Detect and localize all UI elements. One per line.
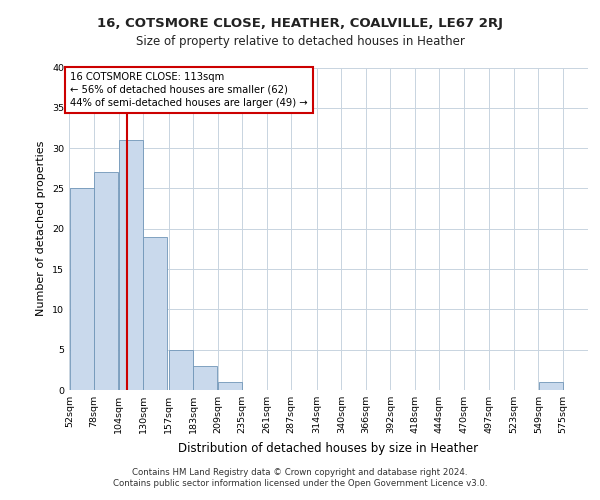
Text: Contains HM Land Registry data © Crown copyright and database right 2024.
Contai: Contains HM Land Registry data © Crown c…: [113, 468, 487, 487]
X-axis label: Distribution of detached houses by size in Heather: Distribution of detached houses by size …: [178, 442, 479, 454]
Bar: [143, 237, 167, 390]
Y-axis label: Number of detached properties: Number of detached properties: [37, 141, 46, 316]
Bar: [218, 382, 242, 390]
Bar: [119, 140, 143, 390]
Text: 16 COTSMORE CLOSE: 113sqm
← 56% of detached houses are smaller (62)
44% of semi-: 16 COTSMORE CLOSE: 113sqm ← 56% of detac…: [70, 72, 308, 108]
Text: 16, COTSMORE CLOSE, HEATHER, COALVILLE, LE67 2RJ: 16, COTSMORE CLOSE, HEATHER, COALVILLE, …: [97, 18, 503, 30]
Bar: [539, 382, 563, 390]
Bar: [70, 188, 94, 390]
Bar: [94, 172, 118, 390]
Bar: [169, 350, 193, 390]
Bar: [193, 366, 217, 390]
Text: Size of property relative to detached houses in Heather: Size of property relative to detached ho…: [136, 35, 464, 48]
